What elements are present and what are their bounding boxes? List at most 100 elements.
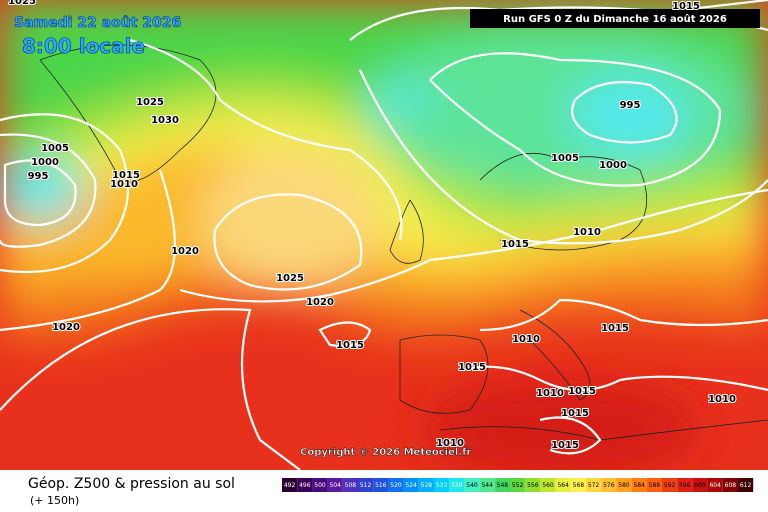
scale-label: 492 [284, 482, 296, 489]
footer-lead: (+ 150h) [30, 494, 79, 507]
scale-swatch [449, 478, 465, 492]
isobar-label: 1015 [601, 323, 629, 334]
scale-label: 512 [360, 482, 372, 489]
run-info: Run GFS 0 Z du Dimanche 16 août 2026 [503, 13, 727, 25]
isobar-label: 1000 [31, 157, 59, 168]
scale-label: 528 [421, 482, 433, 489]
scale-label: 540 [466, 482, 478, 489]
scale-swatch [510, 478, 526, 492]
isobar-label: 1010 [536, 388, 564, 399]
scale-swatch [586, 478, 602, 492]
scale-label: 536 [451, 482, 463, 489]
scale-swatch [464, 478, 480, 492]
scale-swatch [388, 478, 404, 492]
isobar-label: 1010 [512, 334, 540, 345]
scale-label: 572 [588, 482, 600, 489]
scale-swatch [555, 478, 571, 492]
footer-title: Géop. Z500 & pression au sol [28, 476, 235, 492]
scale-swatch [342, 478, 358, 492]
scale-label: 496 [299, 482, 311, 489]
scale-label: 560 [542, 482, 554, 489]
scale-swatch [692, 478, 708, 492]
scale-swatch [738, 478, 754, 492]
scale-swatch [403, 478, 419, 492]
run-box [470, 9, 760, 28]
forecast-date: Samedi 22 août 2026 [14, 15, 181, 31]
scale-swatch [358, 478, 374, 492]
forecast-time: 8:00 locale [22, 34, 145, 58]
scale-swatch [494, 478, 510, 492]
scale-label: 600 [694, 482, 706, 489]
isobar-label: 1020 [306, 297, 334, 308]
scale-swatch [677, 478, 693, 492]
scale-label: 576 [603, 482, 615, 489]
scale-label: 524 [405, 482, 417, 489]
field [0, 0, 768, 470]
scale-swatch [282, 478, 298, 492]
scale-swatch [631, 478, 647, 492]
scale-label: 544 [481, 482, 493, 489]
scale-label: 508 [345, 482, 357, 489]
isobar-label: 1025 [136, 97, 164, 108]
isobar-label: 1015 [501, 239, 529, 250]
isobar-label: 1020 [52, 322, 80, 333]
scale-label: 552 [512, 482, 524, 489]
isobar-label: 1015 [672, 1, 700, 12]
scale-swatch [707, 478, 723, 492]
isobar-label: 1015 [336, 340, 364, 351]
scale-label: 604 [709, 482, 721, 489]
scale-swatch [616, 478, 632, 492]
isobar-label: 1015 [458, 362, 486, 373]
scale-label: 596 [679, 482, 691, 489]
isobar-label: 1015 [551, 440, 579, 451]
isobar-label: 1005 [551, 153, 579, 164]
scale-swatch [327, 478, 343, 492]
scale-swatch [525, 478, 541, 492]
isobar-label: 1030 [151, 115, 179, 126]
isobar-label: 1005 [41, 143, 69, 154]
scale-swatch [373, 478, 389, 492]
scale-swatch [601, 478, 617, 492]
scale-swatch [540, 478, 556, 492]
scale-label: 532 [436, 482, 448, 489]
scale-label: 588 [649, 482, 661, 489]
scale-swatch [479, 478, 495, 492]
isobar-label: 995 [28, 171, 49, 182]
color-scale: 492 496 500 504 508 512 516 520 524 528 532 536 540 5… [282, 478, 754, 492]
coastlines [39, 44, 768, 441]
isobar-label: 1010 [110, 179, 138, 190]
scale-label: 548 [497, 482, 509, 489]
copyright: Copyright © 2026 Meteociel.fr [300, 447, 471, 458]
scale-label: 520 [390, 482, 402, 489]
scale-label: 564 [557, 482, 569, 489]
isobar-label: 1010 [573, 227, 601, 238]
scale-label: 580 [618, 482, 630, 489]
isobar-label: 1015 [568, 386, 596, 397]
scale-swatch [418, 478, 434, 492]
scale-label: 608 [725, 482, 737, 489]
scale-label: 516 [375, 482, 387, 489]
isobar-label: 1015 [112, 170, 140, 181]
scale-swatch [646, 478, 662, 492]
isobar-label: 1015 [561, 408, 589, 419]
scale-swatch [722, 478, 738, 492]
isobar-label: 1000 [599, 160, 627, 171]
scale-label: 556 [527, 482, 539, 489]
isobar-label: 1010 [708, 394, 736, 405]
isobar-label: 995 [620, 100, 641, 111]
scale-swatch [434, 478, 450, 492]
isobar-label: 1025 [276, 273, 304, 284]
scale-swatch [297, 478, 313, 492]
scale-swatch [662, 478, 678, 492]
scale-swatch [312, 478, 328, 492]
isobars [0, 0, 768, 470]
isobar-label: 1025 [8, 0, 36, 7]
scale-label: 584 [633, 482, 645, 489]
scale-label: 612 [740, 482, 752, 489]
scale-label: 504 [329, 482, 341, 489]
scale-label: 568 [573, 482, 585, 489]
scale-label: 500 [314, 482, 326, 489]
